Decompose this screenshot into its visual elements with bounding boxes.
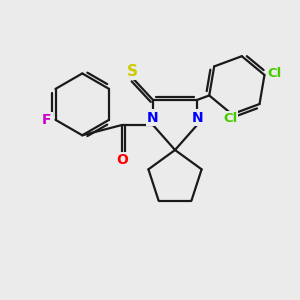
Text: F: F xyxy=(42,113,51,127)
Text: N: N xyxy=(147,111,159,124)
Text: N: N xyxy=(191,111,203,124)
Text: S: S xyxy=(127,64,138,79)
Text: Cl: Cl xyxy=(268,67,282,80)
Text: O: O xyxy=(116,153,128,167)
Text: Cl: Cl xyxy=(223,112,237,125)
